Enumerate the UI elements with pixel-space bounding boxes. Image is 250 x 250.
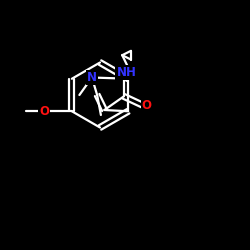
- Text: O: O: [142, 99, 152, 112]
- Text: N: N: [87, 71, 97, 84]
- Text: O: O: [39, 105, 49, 118]
- Text: NH: NH: [116, 66, 136, 79]
